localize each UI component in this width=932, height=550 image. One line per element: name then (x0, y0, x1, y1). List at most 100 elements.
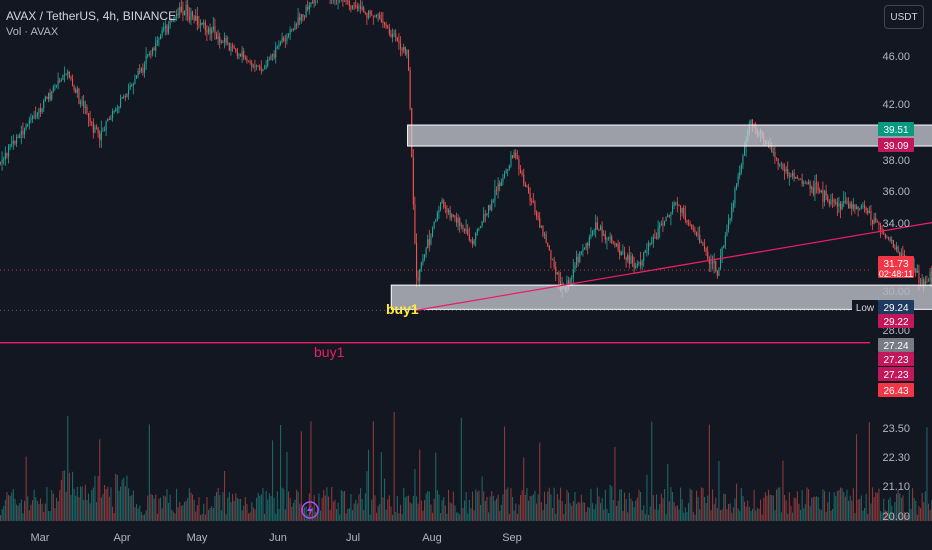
volume-bar (760, 499, 762, 521)
volume-bar (390, 506, 392, 521)
candle-body (353, 5, 355, 7)
candle-body (256, 65, 258, 67)
volume-bar (456, 512, 458, 521)
volume-bar (150, 493, 152, 521)
candle-body (571, 277, 573, 280)
candle-body (800, 178, 802, 180)
volume-bar (112, 506, 114, 521)
candle-body (108, 119, 110, 121)
volume-bar (507, 487, 509, 521)
volume-bar (828, 492, 830, 521)
candle-body (308, 5, 310, 10)
volume-bar (492, 495, 494, 521)
volume-bar (774, 510, 776, 521)
candle-body (80, 102, 82, 105)
volume-bar (160, 497, 162, 521)
volume-bar (419, 449, 421, 521)
volume-bar (441, 500, 443, 521)
volume-bar (78, 497, 80, 521)
candle-body (107, 119, 109, 122)
candle-body (891, 240, 893, 241)
volume-bar (27, 496, 29, 521)
candle-body (68, 71, 70, 77)
candle-body (721, 247, 723, 256)
volume-bar (427, 490, 429, 521)
candle-body (868, 210, 870, 214)
volume-bar (129, 496, 131, 521)
candle-body (99, 133, 101, 140)
candle-body (196, 15, 198, 25)
candle-body (275, 47, 277, 58)
candle-body (816, 182, 818, 184)
volume-bar (652, 495, 654, 521)
currency-button[interactable]: USDT (884, 5, 924, 29)
candle-body (128, 89, 130, 95)
candle-body (73, 85, 75, 90)
volume-bar (851, 500, 853, 521)
volume-bar (8, 495, 10, 521)
volume-bar (513, 510, 515, 521)
volume-bar (238, 499, 240, 521)
volume-bar (318, 493, 320, 521)
symbol-title[interactable]: AVAX / TetherUS, 4h, BINANCE (6, 9, 177, 23)
volume-bar (243, 505, 245, 521)
volume-bar (809, 506, 811, 521)
volume-bar (883, 498, 885, 521)
candle-body (14, 140, 16, 144)
volume-bar (404, 497, 406, 521)
candle-body (11, 143, 13, 145)
candle-body (200, 22, 202, 26)
volume-bar (64, 470, 66, 521)
candle-body (283, 37, 285, 41)
candle-body (720, 255, 722, 269)
volume-bar (214, 496, 216, 521)
volume-bar (366, 471, 368, 521)
candle-body (284, 40, 286, 42)
candle-body (401, 48, 403, 51)
volume-bar (273, 497, 275, 521)
volume-bar (174, 513, 176, 521)
candle-body (817, 183, 819, 191)
candle-body (212, 26, 214, 30)
candle-body (870, 210, 872, 220)
volume-bar (182, 505, 184, 521)
candle-body (616, 243, 618, 246)
candle-body (235, 48, 237, 51)
volume-bar (155, 494, 157, 521)
buy-label-yellow: buy1 (386, 301, 419, 317)
volume-bar (483, 491, 485, 521)
volume-bar (40, 498, 42, 521)
volume-bar (163, 495, 165, 521)
volume-bar (478, 490, 480, 521)
candle-body (809, 181, 811, 190)
candle-body (468, 234, 470, 240)
candle-body (750, 119, 752, 125)
candle-body (180, 6, 182, 12)
volume-bar (484, 500, 486, 521)
volume-bar (44, 503, 46, 521)
volume-bar (116, 475, 118, 521)
candle-body (222, 41, 224, 43)
candle-body (20, 131, 22, 135)
candle-body (472, 240, 474, 245)
candle-body (209, 28, 211, 34)
volume-bar (459, 514, 461, 521)
volume-bar (139, 505, 141, 521)
volume-bar (640, 491, 642, 521)
candle-body (672, 205, 674, 213)
candle-body (795, 176, 797, 179)
candle-body (497, 183, 499, 191)
candle-body (707, 251, 709, 259)
volume-bar (60, 480, 62, 521)
candle-body (444, 207, 446, 209)
volume-legend[interactable]: Vol · AVAX (6, 26, 59, 38)
candle-body (201, 22, 203, 25)
candle-body (120, 98, 122, 107)
candle-body (590, 234, 592, 238)
volume-bar (353, 503, 355, 521)
volume-bar (785, 500, 787, 521)
candle-body (84, 106, 86, 108)
volume-bar (248, 513, 250, 521)
candle-body (481, 221, 483, 227)
